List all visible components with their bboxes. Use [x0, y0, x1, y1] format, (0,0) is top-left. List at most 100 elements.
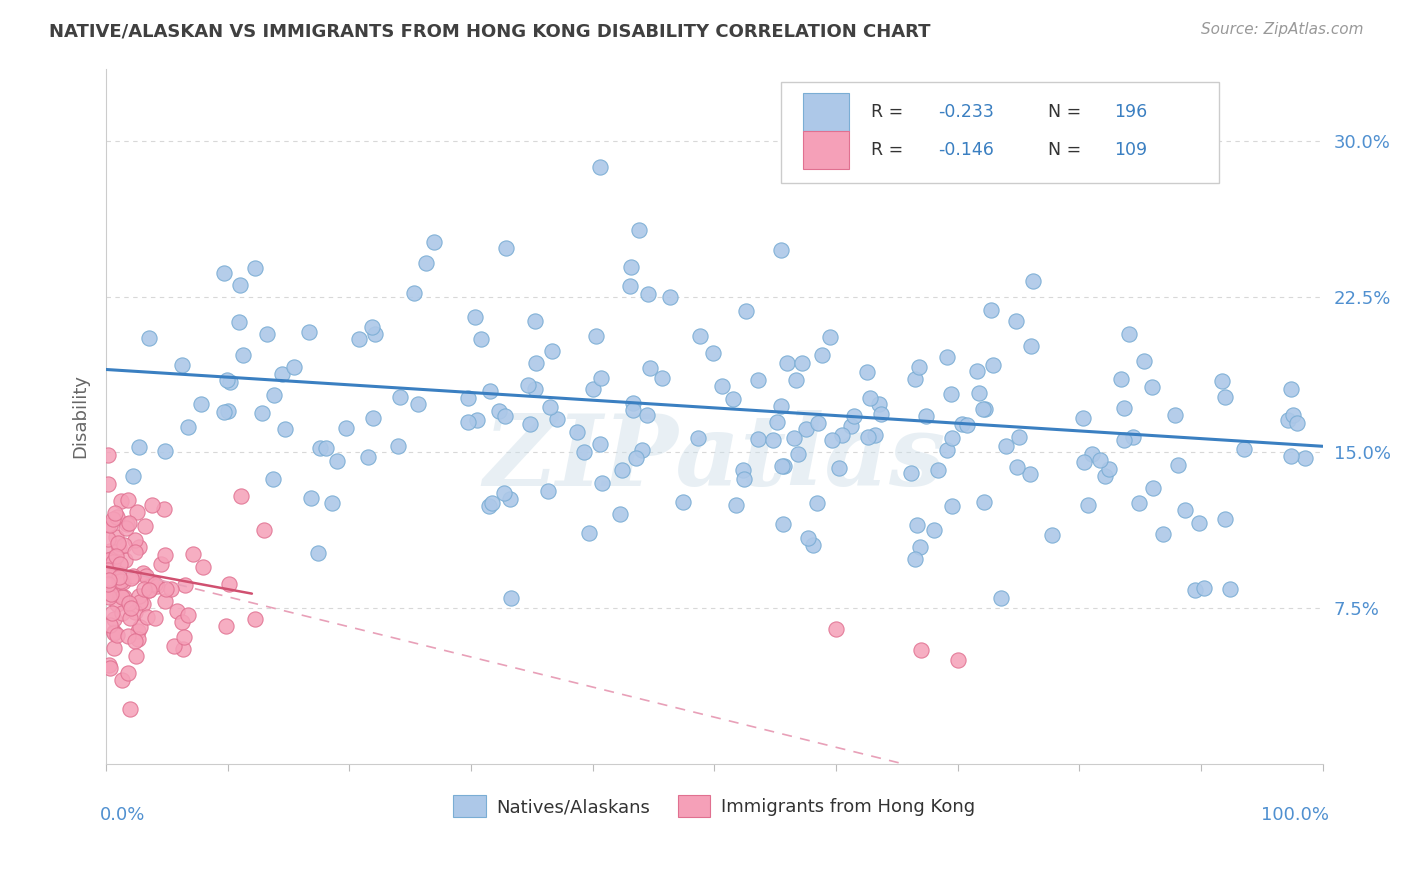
Point: [124, 533, 146, 548]
Point: [1088, 453, 1111, 467]
Point: [136, 609, 159, 624]
Text: Source: ZipAtlas.com: Source: ZipAtlas.com: [1201, 22, 1364, 37]
Point: [624, 451, 647, 466]
Point: [141, 499, 163, 513]
Point: [711, 379, 734, 393]
Point: [773, 459, 796, 474]
Point: [619, 279, 641, 293]
Point: [621, 396, 644, 410]
Point: [785, 373, 807, 387]
Point: [734, 304, 756, 318]
Point: [273, 422, 295, 436]
Point: [769, 400, 792, 414]
Legend: Natives/Alaskans, Immigrants from Hong Kong: Natives/Alaskans, Immigrants from Hong K…: [446, 788, 983, 824]
Point: [1213, 391, 1236, 405]
Point: [122, 469, 145, 483]
Point: [546, 412, 568, 426]
Point: [229, 278, 252, 293]
Point: [253, 523, 276, 537]
Point: [464, 310, 486, 325]
Point: [98, 661, 121, 675]
Point: [567, 425, 589, 439]
Point: [855, 365, 877, 379]
Point: [1233, 442, 1256, 456]
Point: [856, 430, 879, 444]
Point: [105, 566, 128, 580]
Text: R =: R =: [872, 141, 908, 159]
Point: [1167, 458, 1189, 472]
Point: [141, 576, 163, 591]
Point: [124, 633, 146, 648]
Point: [193, 559, 215, 574]
Point: [637, 286, 659, 301]
Point: [1128, 496, 1150, 510]
Point: [1112, 433, 1135, 447]
Point: [228, 315, 250, 329]
Point: [173, 630, 195, 644]
Point: [145, 576, 167, 591]
Point: [825, 622, 848, 636]
Point: [299, 491, 322, 505]
Text: N =: N =: [1047, 103, 1087, 121]
Point: [807, 416, 830, 430]
Point: [100, 552, 122, 566]
Point: [980, 303, 1002, 318]
Point: [900, 466, 922, 480]
Point: [806, 496, 828, 510]
Point: [609, 507, 631, 521]
Point: [117, 596, 139, 610]
Point: [762, 433, 785, 447]
Point: [105, 628, 128, 642]
Point: [973, 494, 995, 508]
Point: [326, 454, 349, 468]
Point: [173, 578, 195, 592]
Point: [155, 594, 177, 608]
Point: [98, 544, 121, 558]
Point: [796, 531, 818, 545]
Point: [134, 519, 156, 533]
Point: [120, 571, 142, 585]
Point: [128, 595, 150, 609]
Point: [143, 611, 166, 625]
Text: 109: 109: [1115, 141, 1147, 159]
Point: [994, 439, 1017, 453]
Point: [103, 555, 125, 569]
Point: [659, 290, 682, 304]
Point: [415, 255, 437, 269]
Point: [1211, 375, 1233, 389]
Point: [478, 384, 501, 399]
Point: [1081, 447, 1104, 461]
Point: [107, 574, 129, 588]
Point: [103, 507, 125, 521]
Point: [111, 590, 134, 604]
Point: [457, 415, 479, 429]
Point: [537, 483, 560, 498]
Point: [501, 591, 523, 605]
Point: [578, 526, 600, 541]
Point: [388, 390, 411, 404]
Point: [969, 385, 991, 400]
Point: [621, 402, 644, 417]
Point: [1040, 528, 1063, 542]
Point: [1022, 274, 1045, 288]
Point: [772, 517, 794, 532]
Point: [1021, 339, 1043, 353]
Point: [747, 432, 769, 446]
Point: [939, 387, 962, 401]
Point: [145, 578, 167, 592]
Bar: [803, 93, 849, 131]
Point: [387, 439, 409, 453]
Point: [250, 406, 273, 420]
Point: [1098, 462, 1121, 476]
Point: [163, 639, 186, 653]
Point: [128, 541, 150, 555]
Point: [315, 441, 337, 455]
Point: [406, 397, 429, 411]
Point: [98, 617, 121, 632]
Point: [686, 431, 709, 445]
Point: [801, 537, 824, 551]
Point: [869, 407, 891, 421]
Point: [98, 518, 121, 533]
Bar: [803, 131, 849, 169]
Point: [97, 563, 120, 577]
